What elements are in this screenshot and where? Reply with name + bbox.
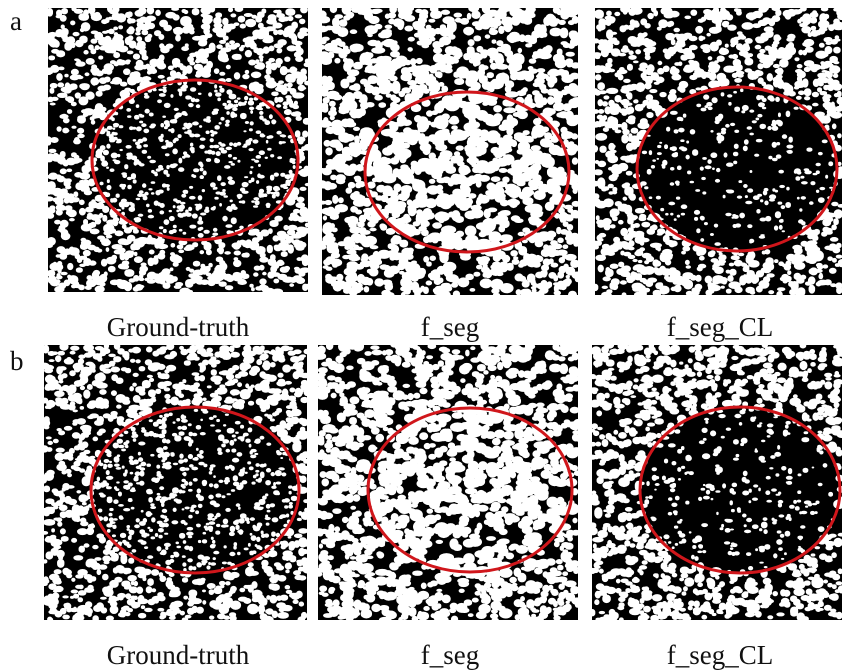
row-label: a [10, 6, 22, 36]
figure: a b Ground-truth f_seg f_seg_CL Ground-t… [0, 0, 842, 671]
caption: f_seg [421, 640, 479, 670]
caption: f_seg [421, 312, 479, 342]
caption: Ground-truth [107, 312, 250, 342]
caption: f_seg_CL [667, 312, 773, 342]
row-label: b [10, 346, 24, 376]
caption: f_seg_CL [667, 640, 773, 670]
caption: Ground-truth [107, 640, 250, 670]
